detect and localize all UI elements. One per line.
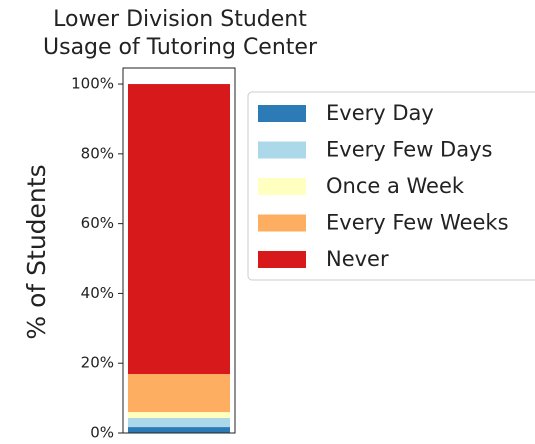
chart-title: Usage of Tutoring Center (43, 35, 318, 60)
bar-segment (128, 374, 230, 413)
axes-frame (122, 67, 236, 434)
y-tick-label: 80% (81, 144, 114, 162)
y-tick-label: 20% (81, 354, 114, 372)
legend-label: Every Few Weeks (326, 211, 509, 235)
legend-label: Never (326, 247, 389, 271)
legend-swatch (258, 251, 306, 268)
chart-title: Lower Division Student (53, 7, 307, 32)
legend-label: Every Day (326, 101, 434, 125)
legend-label: Every Few Days (326, 138, 492, 162)
bar-segment (128, 427, 230, 433)
y-axis-label: % of Students (22, 164, 51, 339)
legend-label: Once a Week (326, 174, 465, 198)
bar-segment (128, 412, 230, 418)
legend-swatch (258, 178, 306, 195)
legend-swatch (258, 214, 306, 232)
y-tick-label: 40% (81, 284, 114, 302)
legend-box (247, 91, 535, 281)
y-tick-label: 0% (90, 424, 114, 442)
y-tick-label: 100% (71, 75, 114, 93)
bar-segment (128, 84, 230, 375)
legend-swatch (258, 141, 306, 159)
y-tick-label: 60% (81, 214, 114, 232)
bar-segment (128, 417, 230, 428)
legend-swatch (258, 105, 306, 122)
